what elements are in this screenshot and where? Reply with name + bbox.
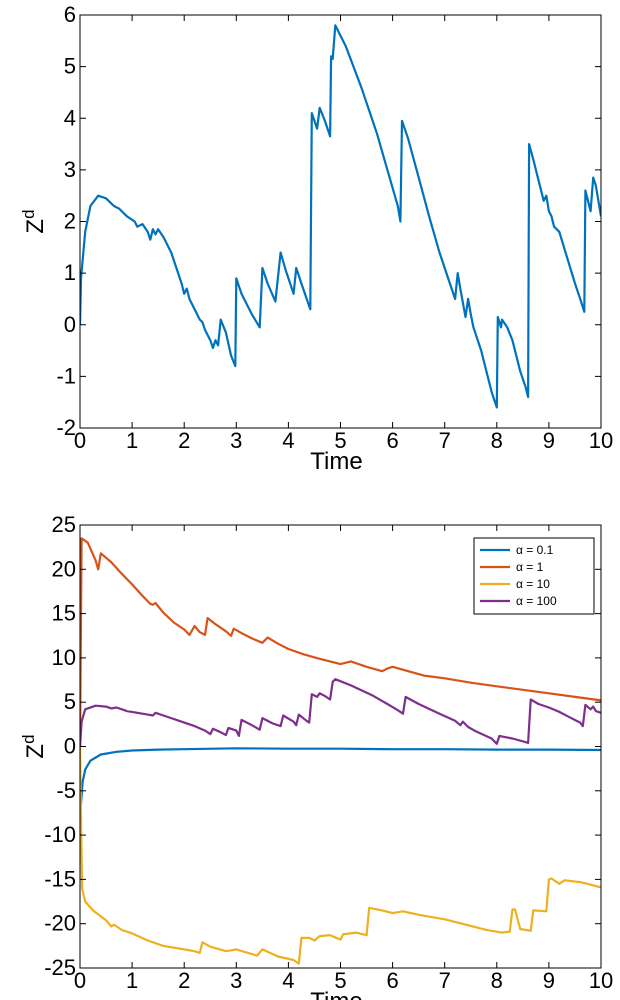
y-axis-label-main: Z <box>22 744 49 759</box>
plot-frame <box>79 14 602 429</box>
series-line-3 <box>80 746 601 965</box>
x-tick-label: 1 <box>126 968 138 993</box>
y-tick-label: 0 <box>64 312 76 337</box>
y-tick-label: 4 <box>64 105 76 130</box>
x-tick-label: 8 <box>491 428 503 453</box>
legend-entry: α = 100 <box>516 594 557 608</box>
y-tick-label: 5 <box>64 689 76 714</box>
y-tick-label: 20 <box>52 556 76 581</box>
x-tick-label: 0 <box>74 428 86 453</box>
y-axis-label-superscript: d <box>19 209 38 218</box>
legend-entry: α = 10 <box>516 577 550 591</box>
y-tick-label: -5 <box>56 778 76 803</box>
x-tick-label: 3 <box>230 968 242 993</box>
y-axis-label-main: Z <box>22 219 49 234</box>
x-axis-label: Time <box>310 988 362 1000</box>
y-axis-label-superscript: d <box>19 734 38 743</box>
series-line-1 <box>80 747 601 806</box>
y-tick-label: 1 <box>64 260 76 285</box>
x-tick-label: 8 <box>491 968 503 993</box>
series-group <box>80 537 601 965</box>
y-tick-label: 2 <box>64 209 76 234</box>
chart-2: 0 1 2 3 4 5 6 7 8 9 10 -25 -20 -15 -10 -5 0 5 10 15 20 25 Time… <box>19 512 613 1000</box>
y-tick-label: -1 <box>56 363 76 388</box>
x-tick-label: 3 <box>230 428 242 453</box>
y-tick-label: -15 <box>44 866 76 891</box>
y-tick-label: 15 <box>52 601 76 626</box>
x-tick-label: 6 <box>386 428 398 453</box>
x-tick-label: 9 <box>543 968 555 993</box>
y-tick-label: -25 <box>44 955 76 980</box>
legend: α = 0.1 α = 1 α = 10 α = 100 <box>473 537 595 615</box>
y-axis-label: Zd <box>19 734 49 758</box>
series-line-2 <box>80 537 601 747</box>
x-tick-label: 2 <box>178 968 190 993</box>
x-tick-label: 10 <box>589 428 613 453</box>
y-tick-label: 10 <box>52 645 76 670</box>
legend-entry: α = 0.1 <box>516 543 554 557</box>
x-tick-label: 7 <box>439 428 451 453</box>
x-tick-label: 1 <box>126 428 138 453</box>
x-tick-label: 4 <box>282 968 294 993</box>
y-tick-label: -10 <box>44 822 76 847</box>
series-group <box>80 24 601 409</box>
y-tick-label: 3 <box>64 157 76 182</box>
y-tick-label: 25 <box>52 512 76 537</box>
x-tick-label: 5 <box>334 968 346 993</box>
x-tick-label: 7 <box>439 968 451 993</box>
x-tick-label: 9 <box>543 428 555 453</box>
x-tick-label: 4 <box>282 428 294 453</box>
y-tick-label: 0 <box>64 734 76 759</box>
y-tick-label: 5 <box>64 54 76 79</box>
y-tick-label: -2 <box>56 415 76 440</box>
x-tick-label: 0 <box>74 968 86 993</box>
x-tick-label: 2 <box>178 428 190 453</box>
chart-1: 0 1 2 3 4 5 6 7 8 9 10 -2 -1 0 1 2 3 4 5 6 Time Zd <box>19 2 613 475</box>
y-tick-label: 6 <box>64 2 76 27</box>
series-line-1 <box>80 24 601 409</box>
series-line-4 <box>80 678 601 747</box>
y-axis-label: Zd <box>19 209 49 233</box>
x-tick-label: 10 <box>589 968 613 993</box>
x-tick-label: 5 <box>334 428 346 453</box>
legend-entry: α = 1 <box>516 560 544 574</box>
y-tick-label: -20 <box>44 911 76 936</box>
x-axis-label: Time <box>310 448 362 475</box>
x-tick-label: 6 <box>386 968 398 993</box>
